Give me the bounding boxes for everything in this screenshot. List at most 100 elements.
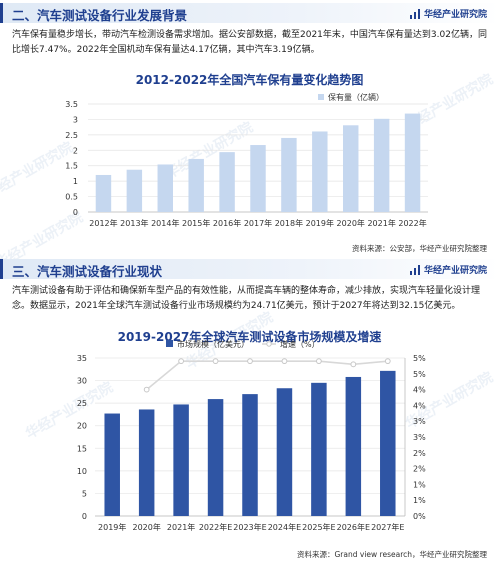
section-header: 二、汽车测试设备行业发展背景 华经产业研究院	[0, 3, 499, 23]
bar	[126, 169, 143, 212]
x-tick-label: 2022年	[398, 218, 426, 228]
growth-line	[146, 360, 388, 391]
bar	[312, 131, 328, 212]
y-right-tick-label: 1%	[413, 480, 426, 489]
source-note: 资料来源：公安部，华经产业研究院整理	[352, 244, 487, 253]
x-tick-label: 2015年	[182, 218, 210, 228]
growth-point	[143, 386, 150, 393]
bar	[219, 152, 235, 212]
brand-label: 华经产业研究院	[409, 263, 487, 276]
y-right-tick-label: 0%	[413, 512, 426, 521]
y-tick-label: 0.5	[65, 193, 78, 202]
brand-logo-icon	[409, 8, 420, 19]
y-left-tick-label: 0	[82, 512, 87, 521]
section-title: 三、汽车测试设备行业现状	[12, 264, 163, 279]
x-tick-label: 2023年E	[233, 522, 266, 532]
growth-point	[350, 361, 357, 368]
y-right-tick-label: 1%	[413, 496, 426, 505]
y-tick-label: 3	[73, 115, 78, 124]
bar	[345, 376, 362, 516]
y-right-tick-label: 4%	[413, 401, 426, 410]
x-tick-label: 2020年	[132, 522, 160, 532]
x-tick-label: 2012年	[89, 218, 117, 228]
x-tick-label: 2026年E	[337, 522, 370, 532]
x-tick-label: 2020年	[337, 218, 365, 228]
brand-name: 华经产业研究院	[423, 10, 487, 20]
section-title: 二、汽车测试设备行业发展背景	[12, 8, 188, 23]
x-tick-label: 2025年E	[302, 522, 335, 532]
bar	[380, 370, 396, 516]
section-header: 三、汽车测试设备行业现状 华经产业研究院	[0, 259, 499, 279]
growth-point	[384, 358, 391, 365]
y-left-tick-label: 20	[77, 422, 87, 431]
bar	[404, 113, 421, 212]
bar	[373, 118, 390, 212]
y-right-tick-label: 4%	[413, 386, 426, 395]
bar	[207, 399, 224, 516]
x-tick-label: 2024年E	[268, 522, 301, 532]
growth-point	[178, 358, 185, 365]
x-tick-label: 2022年E	[199, 522, 232, 532]
x-tick-label: 2017年	[244, 218, 272, 228]
bar	[157, 164, 173, 212]
legend-swatch	[166, 340, 173, 347]
legend-label: 增速（%）	[280, 339, 320, 349]
brand-label: 华经产业研究院	[409, 7, 487, 20]
x-tick-label: 2013年	[120, 218, 148, 228]
chart-title: 2012-2022年全国汽车保有量变化趋势图	[135, 73, 364, 87]
brand-name: 华经产业研究院	[423, 266, 487, 276]
x-tick-label: 2027年E	[371, 522, 404, 532]
growth-point	[281, 358, 288, 365]
bar	[138, 409, 155, 516]
header-accent-bar	[0, 3, 3, 23]
intro-paragraph: 汽车保有量稳步增长，带动汽车检测设备需求增加。据公安部数据，截至2021年末，中…	[12, 30, 487, 55]
test-equipment-market-chart: 0 5 10 15 20 25 30 35 0% 1% 1% 2% 2% 3% 3% 4% 4% 5% 5% 2019…	[77, 339, 426, 532]
y-right-tick-label: 3%	[413, 433, 426, 442]
y-tick-label: 1	[73, 177, 78, 186]
x-tick-label: 2016年	[213, 218, 241, 228]
y-tick-label: 3.5	[65, 100, 78, 109]
y-left-tick-label: 10	[77, 467, 87, 476]
bar	[311, 382, 327, 516]
bar	[242, 394, 258, 516]
brand-logo-icon	[409, 264, 420, 275]
legend-line-marker	[266, 341, 272, 347]
x-tick-label: 2019年	[306, 218, 334, 228]
y-left-tick-label: 25	[77, 399, 87, 408]
market-paragraph: 汽车测试设备有助于评估和确保新车型产品的有效性能，从而提高车辆的整体寿命，减少排…	[12, 286, 481, 311]
y-right-tick-label: 2%	[413, 465, 426, 474]
x-tick-label: 2018年	[275, 218, 303, 228]
growth-point	[212, 358, 219, 365]
bar	[188, 158, 204, 212]
bar	[250, 145, 266, 212]
x-tick-label: 2021年	[367, 218, 395, 228]
growth-point	[247, 358, 253, 365]
bar	[95, 174, 112, 212]
bar	[281, 137, 297, 212]
x-tick-label: 2019年	[98, 522, 126, 532]
y-left-tick-label: 35	[77, 354, 87, 363]
y-right-tick-label: 3%	[413, 417, 426, 426]
y-tick-label: 1.5	[65, 162, 78, 171]
y-tick-label: 2.5	[65, 131, 78, 140]
y-right-tick-label: 5%	[413, 370, 426, 379]
bar	[173, 404, 189, 516]
header-accent-bar	[0, 259, 3, 279]
bar	[276, 388, 293, 516]
y-tick-label: 0	[73, 208, 78, 217]
bar	[343, 125, 359, 212]
y-left-tick-label: 5	[82, 489, 87, 498]
growth-point	[315, 358, 322, 365]
legend-swatch	[318, 94, 324, 100]
legend-label: 市场规模（亿美元）	[177, 339, 249, 349]
y-right-tick-label: 5%	[413, 354, 426, 363]
y-tick-label: 2	[73, 146, 78, 155]
vehicle-ownership-chart: 0 0.5 1 1.5 2 2.5 3 3.5 2012年 2013年 2014年 2015年 2016…	[65, 92, 428, 228]
x-tick-label: 2014年	[151, 218, 179, 228]
source-note: 资料来源：Grand view research，华经产业研究院整理	[297, 550, 487, 559]
y-left-tick-label: 30	[77, 377, 87, 386]
y-left-tick-label: 15	[77, 444, 87, 453]
legend-label: 保有量（亿辆）	[328, 92, 384, 102]
bar	[104, 413, 120, 516]
x-tick-label: 2021年	[167, 522, 195, 532]
